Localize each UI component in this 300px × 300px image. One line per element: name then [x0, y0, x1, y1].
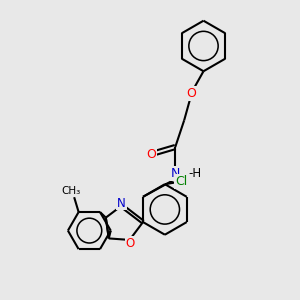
Text: O: O [187, 87, 196, 100]
Text: N: N [171, 167, 180, 180]
Text: O: O [146, 148, 156, 161]
Text: -H: -H [189, 167, 202, 180]
Text: N: N [117, 196, 126, 210]
Text: O: O [126, 237, 135, 250]
Text: CH₃: CH₃ [61, 186, 81, 196]
Text: Cl: Cl [175, 175, 187, 188]
